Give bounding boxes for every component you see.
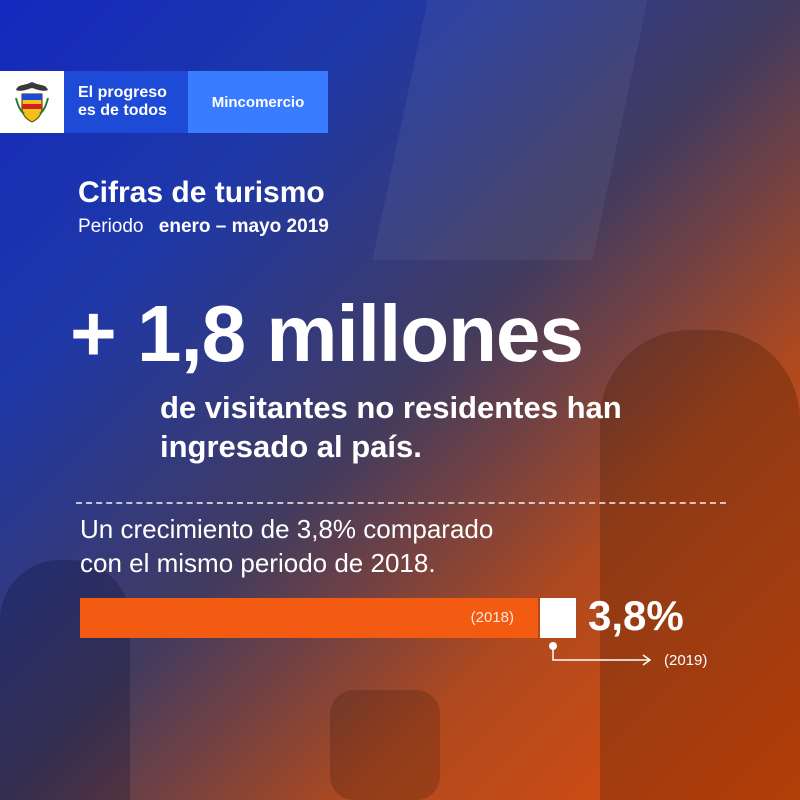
slogan-line2: es de todos: [78, 102, 167, 119]
bar-2018: (2018): [80, 598, 538, 638]
headline-subtext: de visitantes no residentes han ingresad…: [160, 390, 622, 464]
background-luggage: [330, 690, 440, 800]
government-header: El progreso es de todos Mincomercio: [0, 71, 328, 133]
growth-text-line2: con el mismo periodo de 2018.: [80, 548, 436, 578]
ministry-name: Mincomercio: [188, 71, 328, 133]
slogan: El progreso es de todos: [64, 71, 188, 133]
period-value: enero – mayo 2019: [158, 216, 329, 237]
period-row: Periodo enero – mayo 2019: [78, 216, 329, 238]
dashed-divider: [76, 502, 726, 504]
period-label: Periodo: [78, 216, 144, 237]
headline-figure: + 1,8 millones: [70, 289, 584, 378]
bar-2018-label: (2018): [470, 609, 514, 626]
page-title: Cifras de turismo: [78, 176, 325, 209]
growth-text: Un crecimiento de 3,8% comparado con el …: [80, 512, 640, 580]
background-person-silhouette: [0, 560, 130, 800]
growth-percentage: 3,8%: [588, 592, 684, 639]
slogan-line1: El progreso: [78, 84, 167, 101]
arrow-connector-icon: [549, 642, 652, 666]
bar-2019-growth: [540, 598, 576, 638]
growth-text-line1: Un crecimiento de 3,8% comparado: [80, 514, 494, 544]
bar-2019-label: (2019): [664, 652, 708, 669]
colombia-coat-of-arms-icon: [0, 71, 64, 133]
background-traveler-silhouette: [600, 330, 800, 800]
background-building: [372, 0, 648, 260]
